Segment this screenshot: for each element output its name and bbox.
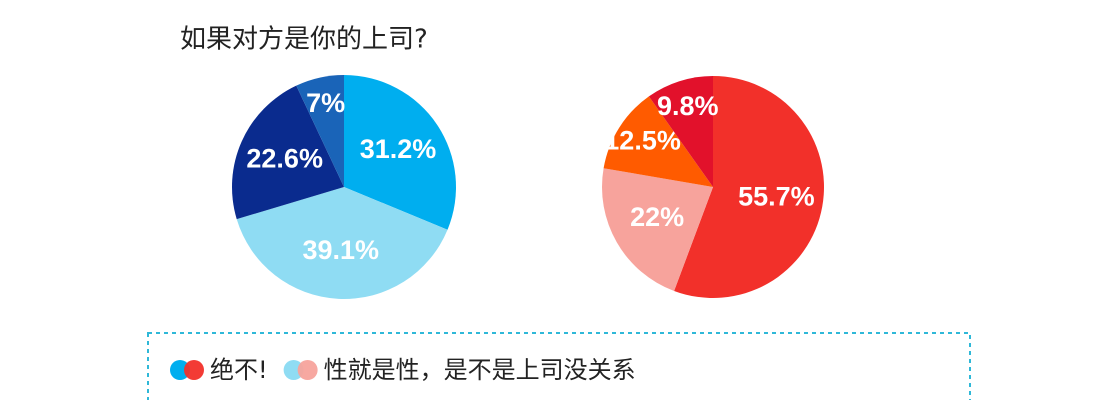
legend-label: 绝不! — [210, 356, 268, 384]
value-label: 22% — [630, 202, 684, 232]
value-label: 12.5% — [604, 126, 681, 156]
value-label: 9.8% — [657, 91, 719, 121]
pie-slice — [344, 75, 457, 230]
value-label: 39.1% — [302, 235, 379, 265]
legend-swatch — [184, 360, 204, 380]
pie-slice — [648, 76, 713, 187]
pie-slice — [231, 85, 344, 220]
legend-swatch — [170, 360, 190, 380]
value-label: 7% — [306, 88, 345, 118]
legend-label: 性就是性，是不是上司没关系 — [324, 356, 636, 384]
legend-swatch — [297, 360, 318, 380]
value-label: 22.6% — [246, 144, 323, 174]
value-label: 55.7% — [738, 182, 815, 212]
legend-swatch — [283, 360, 304, 380]
chart-title: 如果对方是你的上司? — [180, 25, 428, 55]
value-label: 31.2% — [360, 134, 437, 164]
pie-slice — [603, 96, 713, 187]
pie-slice — [674, 76, 824, 298]
pie-slice — [296, 75, 344, 187]
pie-slice — [236, 187, 448, 300]
pie-slice — [601, 168, 713, 291]
legend-box — [147, 332, 971, 400]
